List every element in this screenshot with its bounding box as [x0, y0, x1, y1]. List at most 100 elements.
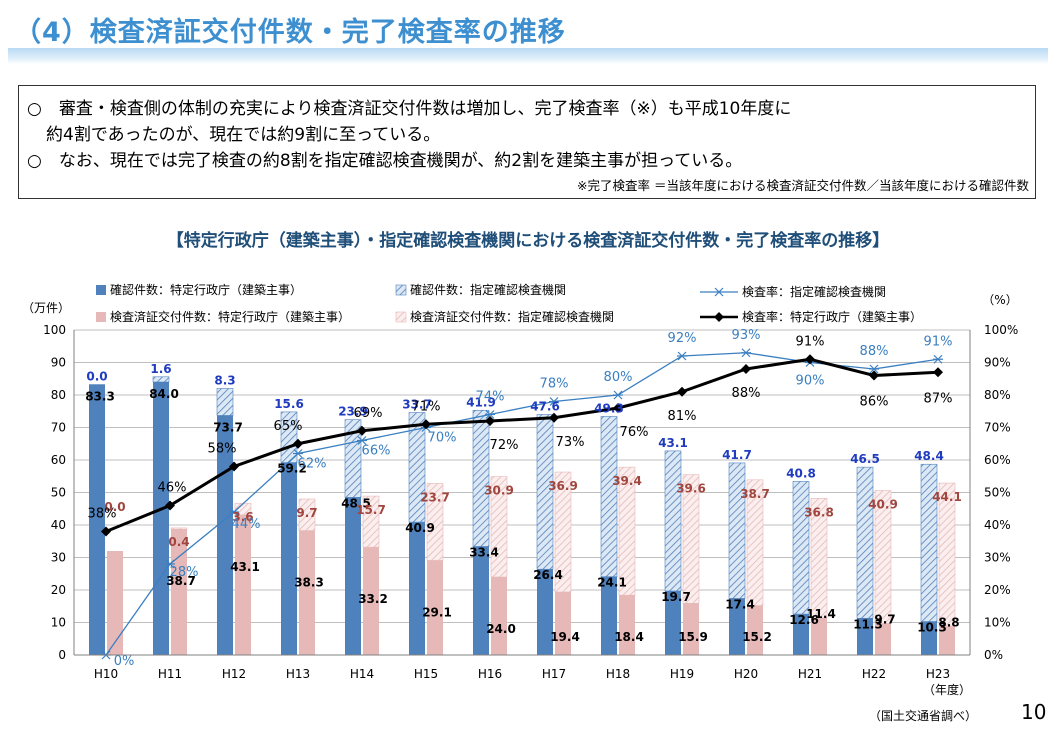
- bar-confirm-priv: [216, 388, 234, 416]
- rate-gov-point: [741, 364, 751, 374]
- label-issued-priv: 36.9: [548, 479, 578, 493]
- rate-priv-point: [741, 348, 751, 358]
- y-tick-left: 80: [51, 388, 66, 402]
- label-confirm-priv: 49.3: [594, 401, 624, 415]
- bar-confirm-priv: [792, 481, 810, 615]
- bar-confirm-priv: [344, 419, 362, 498]
- bar-confirm-gov: [281, 462, 297, 655]
- label-confirm-priv: 40.8: [786, 466, 816, 480]
- y-tick-left: 60: [51, 453, 66, 467]
- label-confirm-gov: 26.4: [533, 568, 563, 582]
- page-number: 10: [1021, 700, 1047, 724]
- label-confirm-gov: 24.1: [597, 576, 627, 590]
- label-confirm-priv: 8.3: [214, 374, 235, 388]
- label-confirm-priv: 47.6: [530, 400, 560, 414]
- rate-gov-point: [485, 416, 495, 426]
- x-tick-label: H18: [606, 667, 630, 681]
- label-confirm-gov: 33.4: [469, 545, 499, 559]
- label-confirm-priv: 0.0: [86, 369, 107, 383]
- label-rate-gov: 76%: [620, 425, 649, 440]
- label-rate-priv: 74%: [476, 390, 505, 405]
- bar-confirm-priv: [600, 416, 618, 577]
- rate-priv-point: [357, 436, 367, 445]
- bar-issued-gov: [939, 626, 955, 655]
- bar-confirm-gov: [921, 621, 937, 655]
- bar-confirm-gov: [153, 382, 169, 655]
- bar-issued-priv: [746, 479, 764, 606]
- bar-confirm-gov: [345, 497, 361, 655]
- label-rate-gov: 69%: [354, 406, 383, 421]
- label-issued-gov: 8.8: [938, 615, 959, 629]
- rate-priv-point: [485, 410, 495, 419]
- bar-issued-gov: [491, 577, 507, 655]
- bar-issued-priv: [554, 471, 572, 593]
- label-issued-gov: 15.9: [678, 630, 708, 644]
- label-confirm-priv: 41.7: [722, 448, 752, 462]
- legend-issued-priv-swatch: [395, 311, 407, 323]
- x-tick-label: H23: [926, 667, 950, 681]
- label-rate-priv: 91%: [924, 334, 953, 349]
- rate-priv-point: [613, 390, 623, 400]
- label-rate-gov: 87%: [924, 391, 953, 406]
- label-rate-gov: 86%: [860, 395, 889, 410]
- rate-gov-point: [229, 461, 239, 472]
- rate-gov-point: [933, 367, 943, 378]
- rate-gov-point: [549, 412, 559, 423]
- legend-confirm-priv-swatch: [395, 284, 407, 296]
- rate-priv-point: [869, 364, 879, 374]
- label-confirm-priv: 33.7: [402, 398, 432, 412]
- bar-issued-gov: [363, 547, 379, 655]
- label-confirm-gov: 48.5: [341, 496, 371, 510]
- label-issued-priv: 9.7: [296, 506, 317, 520]
- label-rate-gov: 58%: [208, 442, 237, 457]
- x-tick-label: H17: [542, 667, 566, 681]
- rate-gov-point: [101, 526, 111, 537]
- label-rate-gov: 38%: [88, 507, 117, 522]
- summary-line-3: ○ なお、現在では完了検査の約8割を指定確認検査機関が、約2割を建築主事が担って…: [27, 151, 743, 171]
- x-tick-label: H19: [670, 667, 694, 681]
- y-tick-left: 50: [51, 486, 66, 500]
- summary-line-1: ○ 審査・検査側の体制の充実により検査済証交付件数は増加し、完了検査率（※）も平…: [27, 99, 792, 119]
- bar-confirm-priv: [664, 450, 682, 592]
- label-issued-gov: 11.4: [806, 607, 836, 621]
- label-rate-priv: 44%: [232, 517, 261, 532]
- y-tick-right: 70%: [984, 421, 1011, 435]
- label-confirm-gov: 11.3: [853, 617, 883, 631]
- label-rate-priv: 90%: [796, 374, 825, 389]
- y-tick-left: 100: [43, 323, 66, 337]
- label-rate-gov: 91%: [796, 334, 825, 349]
- rate-gov-point: [805, 354, 815, 365]
- label-confirm-priv: 15.6: [274, 397, 304, 411]
- y-tick-right: 80%: [984, 388, 1011, 402]
- label-issued-gov: 29.1: [422, 605, 452, 619]
- x-tick-label: H14: [350, 667, 374, 681]
- y-tick-right: 100%: [984, 323, 1018, 337]
- bar-confirm-gov: [473, 546, 489, 655]
- y-tick-left: 90: [51, 356, 66, 370]
- label-confirm-priv: 48.4: [914, 449, 944, 463]
- label-issued-gov: 38.3: [294, 576, 324, 590]
- legend-confirm-gov-label: 確認件数：特定行政庁（建築主事）: [110, 282, 302, 297]
- bar-confirm-gov: [601, 576, 617, 655]
- label-rate-priv: 28%: [170, 565, 199, 580]
- legend-issued-priv-label: 検査済証交付件数：指定確認検査機関: [410, 309, 614, 324]
- bar-issued-priv: [298, 498, 316, 531]
- y-tick-right: 0%: [984, 648, 1003, 662]
- label-rate-gov: 46%: [158, 481, 187, 496]
- label-rate-priv: 62%: [298, 457, 327, 472]
- y-tick-right: 30%: [984, 551, 1011, 565]
- label-issued-priv: 40.9: [868, 498, 898, 512]
- label-confirm-priv: 1.6: [150, 362, 171, 376]
- label-confirm-gov: 59.2: [277, 462, 307, 476]
- label-issued-priv: 0.4: [168, 535, 189, 549]
- label-rate-priv: 93%: [732, 328, 761, 343]
- label-confirm-gov: 17.4: [725, 597, 755, 611]
- label-confirm-gov: 73.7: [213, 420, 243, 434]
- bar-confirm-gov: [729, 598, 745, 655]
- bar-issued-priv: [426, 483, 444, 561]
- label-issued-gov: 18.4: [614, 630, 644, 644]
- label-confirm-gov: 84.0: [149, 387, 179, 401]
- rate-definition-note: ※完了検査率 ＝当該年度における検査済証交付件数／当該年度における確認件数: [577, 178, 1029, 193]
- label-confirm-priv: 43.1: [658, 436, 688, 450]
- legend-confirm-priv-label: 確認件数：指定確認検査機関: [410, 282, 566, 297]
